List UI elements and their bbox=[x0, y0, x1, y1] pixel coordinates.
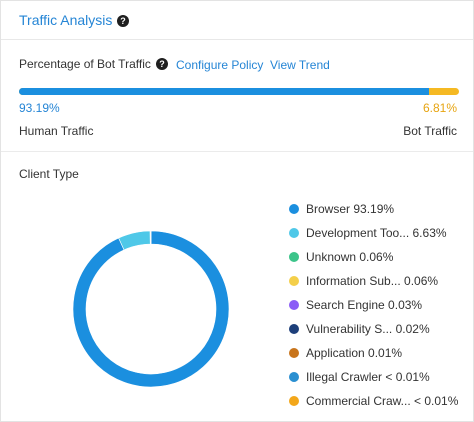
legend-item-label: Illegal Crawler < 0.01% bbox=[306, 370, 430, 384]
client-type-legend: Browser 93.19% Development Too... 6.63% Un… bbox=[289, 197, 458, 413]
client-type-donut-chart[interactable] bbox=[71, 229, 231, 389]
view-trend-link[interactable]: View Trend bbox=[270, 58, 330, 72]
bot-traffic-label: Percentage of Bot Traffic bbox=[19, 57, 151, 71]
legend-dot-icon bbox=[289, 324, 299, 334]
legend-dot-icon bbox=[289, 252, 299, 262]
human-traffic-bar-fill bbox=[19, 88, 430, 95]
human-traffic-percent: 93.19% bbox=[19, 101, 60, 115]
legend-item-label: Search Engine 0.03% bbox=[306, 298, 423, 312]
legend-item[interactable]: Information Sub... 0.06% bbox=[289, 269, 458, 293]
legend-item[interactable]: Unknown 0.06% bbox=[289, 245, 458, 269]
legend-item[interactable]: Browser 93.19% bbox=[289, 197, 458, 221]
legend-item-label: Vulnerability S... 0.02% bbox=[306, 322, 430, 336]
human-traffic-caption: Human Traffic bbox=[19, 124, 94, 138]
bot-traffic-progress-bar bbox=[19, 88, 459, 95]
legend-item[interactable]: Vulnerability S... 0.02% bbox=[289, 317, 458, 341]
legend-item[interactable]: Illegal Crawler < 0.01% bbox=[289, 365, 458, 389]
configure-policy-link[interactable]: Configure Policy bbox=[176, 58, 264, 72]
legend-dot-icon bbox=[289, 300, 299, 310]
question-circle-icon[interactable]: ? bbox=[156, 58, 168, 70]
legend-item-label: Commercial Craw... < 0.01% bbox=[306, 394, 459, 408]
question-circle-icon[interactable]: ? bbox=[117, 15, 129, 27]
bot-traffic-percent: 6.81% bbox=[422, 101, 457, 115]
panel-title: Traffic Analysis bbox=[19, 12, 113, 28]
legend-item[interactable]: Application 0.01% bbox=[289, 341, 458, 365]
bot-traffic-caption: Bot Traffic bbox=[403, 124, 457, 138]
legend-item-label: Development Too... 6.63% bbox=[306, 226, 447, 240]
section-divider bbox=[1, 151, 473, 152]
legend-item-label: Application 0.01% bbox=[306, 346, 403, 360]
donut-slice[interactable] bbox=[72, 230, 230, 388]
legend-item-label: Unknown 0.06% bbox=[306, 250, 394, 264]
legend-dot-icon bbox=[289, 372, 299, 382]
legend-dot-icon bbox=[289, 228, 299, 238]
panel-header: Traffic Analysis ? bbox=[1, 1, 473, 40]
legend-item[interactable]: Commercial Craw... < 0.01% bbox=[289, 389, 458, 413]
legend-item-label: Browser 93.19% bbox=[306, 202, 395, 216]
legend-dot-icon bbox=[289, 348, 299, 358]
legend-dot-icon bbox=[289, 276, 299, 286]
legend-item[interactable]: Search Engine 0.03% bbox=[289, 293, 458, 317]
legend-item-label: Information Sub... 0.06% bbox=[306, 274, 439, 288]
legend-item[interactable]: Development Too... 6.63% bbox=[289, 221, 458, 245]
legend-dot-icon bbox=[289, 396, 299, 406]
legend-dot-icon bbox=[289, 204, 299, 214]
client-type-title: Client Type bbox=[19, 167, 79, 181]
donut-slice[interactable] bbox=[118, 230, 151, 251]
